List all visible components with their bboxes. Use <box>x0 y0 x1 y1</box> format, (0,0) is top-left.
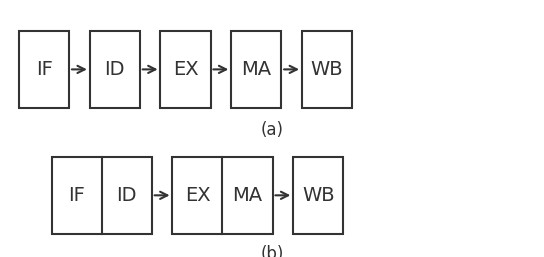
Bar <box>160 31 211 108</box>
Text: IF: IF <box>68 186 85 205</box>
Bar <box>90 31 140 108</box>
Text: EX: EX <box>172 60 199 79</box>
Text: EX: EX <box>184 186 211 205</box>
Text: WB: WB <box>302 186 335 205</box>
Text: (b): (b) <box>261 245 283 257</box>
Bar <box>231 31 281 108</box>
Text: WB: WB <box>311 60 343 79</box>
Bar <box>52 157 152 234</box>
Text: ID: ID <box>116 186 137 205</box>
Text: MA: MA <box>241 60 271 79</box>
Bar <box>302 31 352 108</box>
Text: IF: IF <box>35 60 53 79</box>
Bar <box>19 31 69 108</box>
Text: (a): (a) <box>261 121 283 139</box>
Bar <box>293 157 343 234</box>
Bar <box>172 157 273 234</box>
Text: MA: MA <box>232 186 263 205</box>
Text: ID: ID <box>104 60 125 79</box>
